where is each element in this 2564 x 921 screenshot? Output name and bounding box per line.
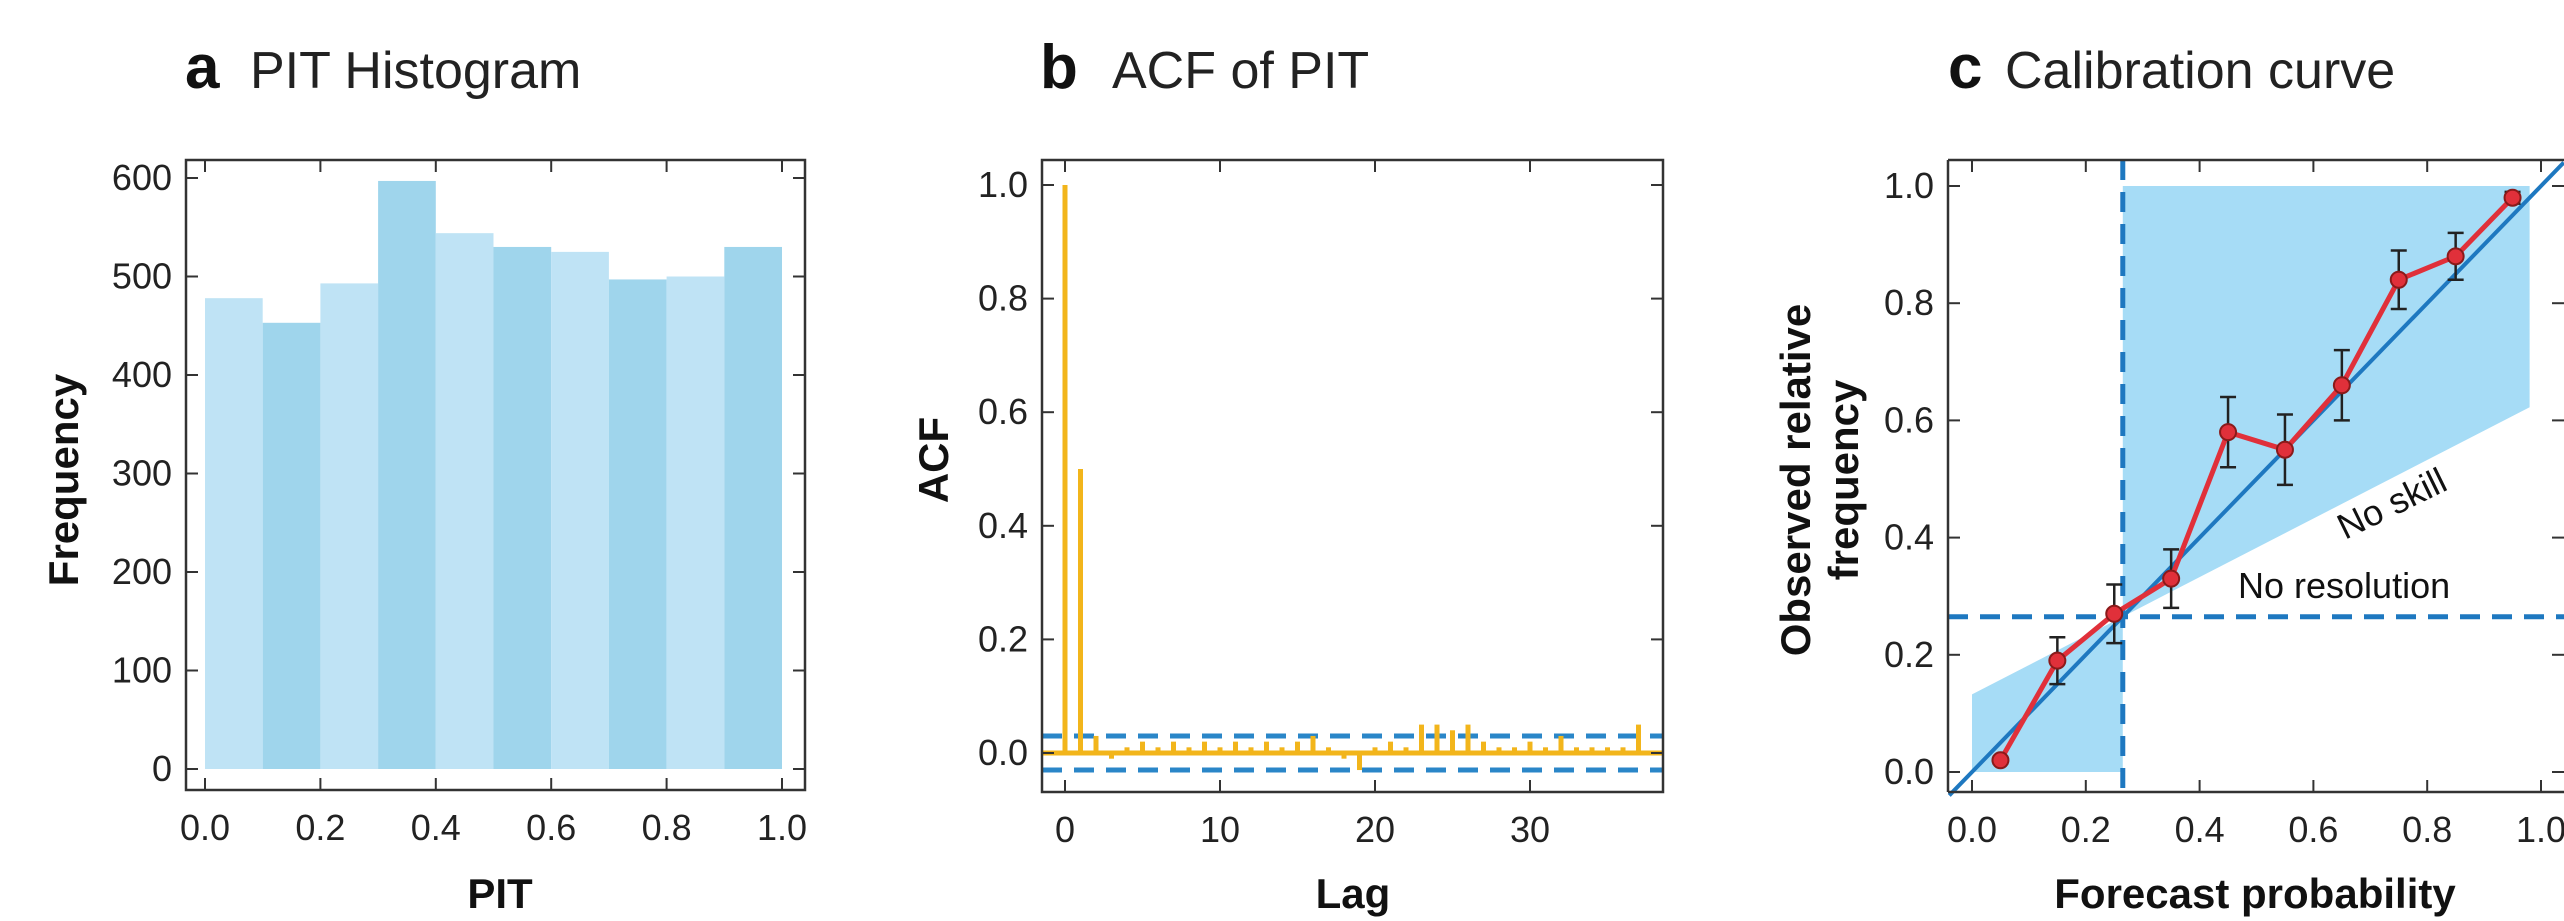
panel-a-xtick-label: 0.2 (295, 807, 345, 848)
panel-a-xlabel: PIT (467, 870, 533, 917)
calibration-point (2503, 188, 2522, 207)
calibration-point (2446, 247, 2465, 266)
panel-c-ytick-label: 0.8 (1884, 282, 1934, 323)
histogram-bar (493, 246, 552, 769)
panel-a-letter: a (185, 33, 220, 102)
panel-a-ytick-label: 100 (112, 650, 172, 691)
panel-c-ytick-label: 0.4 (1884, 517, 1934, 558)
panel-b-ytick-label: 0.0 (978, 732, 1028, 773)
histogram-bar (608, 279, 667, 769)
calibration-point (1991, 751, 2010, 770)
panel-a: a PIT Histogram 0 100 200 300 400 500 600 0.0 0.… (40, 33, 807, 917)
histogram-bar (435, 233, 494, 769)
panel-b-frame (1040, 158, 1665, 794)
panel-c-ytick-label: 1.0 (1884, 165, 1934, 206)
panel-b-xtick-label: 20 (1355, 809, 1395, 850)
panel-c-xtick-label: 0.8 (2402, 809, 2452, 850)
calibration-point (2162, 569, 2181, 588)
panel-a-title: PIT Histogram (250, 42, 581, 100)
panel-a-ytick-label: 0 (152, 748, 172, 789)
panel-c-xtick-label: 0.0 (1947, 809, 1997, 850)
panel-a-xtick-label: 0.8 (642, 807, 692, 848)
panel-b-ytick-label: 0.8 (978, 278, 1028, 319)
panel-a-plot: 0 100 200 300 400 500 600 0.0 0.2 0.4 0.6 0.8 1.0 (112, 157, 807, 848)
panel-a-xtick-label: 0.6 (526, 807, 576, 848)
calibration-point (2275, 440, 2294, 459)
panel-c-xtick-label: 1.0 (2516, 809, 2564, 850)
panel-b-xtick-label: 0 (1055, 809, 1075, 850)
panel-a-ytick-label: 600 (112, 157, 172, 198)
histogram-bar (262, 322, 321, 769)
panel-c-title: Calibration curve (2005, 42, 2395, 100)
histogram-bar (551, 251, 609, 769)
panel-a-xtick-label: 1.0 (757, 807, 807, 848)
panel-b-ytick-label: 0.4 (978, 505, 1028, 546)
panel-a-ytick-label: 500 (112, 256, 172, 297)
panel-c-letter: c (1948, 33, 1982, 102)
panel-a-frame (184, 158, 807, 792)
calibration-point (2389, 270, 2408, 289)
panel-b-ytick-label: 1.0 (978, 164, 1028, 205)
calibration-point (2332, 376, 2351, 395)
panel-c-ylabel-line1: Observed relative (1772, 304, 1819, 657)
calibration-point (2048, 651, 2067, 670)
panel-c-ylabel-line2: frequency (1820, 379, 1867, 580)
panel-b-ylabel: ACF (910, 417, 957, 503)
histogram-bar (320, 283, 379, 769)
calibration-point (2105, 604, 2124, 623)
panel-c-xtick-label: 0.6 (2288, 809, 2338, 850)
histogram-bar (205, 298, 263, 769)
no-resolution-label: No resolution (2238, 565, 2450, 606)
panel-a-ytick-label: 200 (112, 551, 172, 592)
histogram-bar (724, 246, 782, 769)
panel-b-title: ACF of PIT (1112, 42, 1369, 100)
panel-c-ytick-label: 0.6 (1884, 399, 1934, 440)
panel-b-letter: b (1040, 33, 1078, 102)
panel-b-plot: 0.0 0.2 0.4 0.6 0.8 1.0 0 10 20 30 (978, 158, 1665, 850)
panel-c-ytick-label: 0.0 (1884, 751, 1934, 792)
panel-a-xtick-label: 0.0 (180, 807, 230, 848)
calibration-point (2219, 423, 2238, 442)
panel-b: b ACF of PIT 0.0 0.2 0.4 0.6 0.8 1.0 0 10 20 30 L… (910, 33, 1665, 917)
panel-c-xlabel: Forecast probability (2054, 870, 2456, 917)
panel-b-xtick-label: 30 (1510, 809, 1550, 850)
panel-b-xlabel: Lag (1316, 870, 1391, 917)
panel-c-xtick-label: 0.2 (2061, 809, 2111, 850)
histogram-bar (666, 276, 725, 769)
panel-c-ytick-label: 0.2 (1884, 634, 1934, 675)
calibration-line (1998, 195, 2515, 762)
panel-b-xtick-label: 10 (1200, 809, 1240, 850)
histogram-bar (378, 180, 436, 769)
panel-b-ytick-label: 0.6 (978, 391, 1028, 432)
panel-a-xtick-label: 0.4 (411, 807, 461, 848)
panel-a-ytick-label: 400 (112, 354, 172, 395)
panel-c-xtick-label: 0.4 (2175, 809, 2225, 850)
perfect-calibration-line (1947, 161, 2564, 797)
panel-b-ytick-label: 0.2 (978, 618, 1028, 659)
panel-a-ytick-label: 300 (112, 453, 172, 494)
panel-a-ylabel: Frequency (40, 373, 87, 586)
